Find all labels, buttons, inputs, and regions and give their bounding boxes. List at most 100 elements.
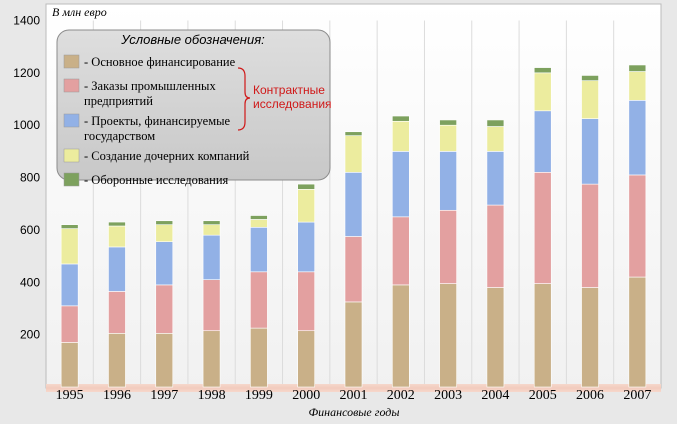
bar-segment-s1-1999: [250, 271, 268, 329]
bar-segment-s2-2000: [297, 221, 315, 273]
x-tick-label-2003: 2003: [434, 388, 462, 403]
bar-segment-s1-2003: [439, 209, 457, 284]
x-tick-labels: 1995 1996 1997 1998 1999 2000 2001 2002 2003 2004…: [56, 388, 652, 403]
legend-swatch-1: [63, 78, 80, 93]
bar-segment-s4-1999: [250, 215, 268, 220]
y-axis-label: В млн евро: [52, 5, 107, 19]
bar-stack-2005: [533, 67, 552, 388]
bar-segment-s3-1995: [60, 228, 79, 265]
legend-swatch-4: [63, 172, 80, 187]
bar-segment-s1-2004: [486, 204, 505, 288]
bar-segment-s1-2006: [581, 183, 599, 288]
y-tick-label: 400: [20, 275, 40, 289]
legend-label-0: - Основное финансирование: [84, 55, 236, 69]
bar-segment-s3-2006: [581, 80, 599, 119]
bar-segment-s2-2001: [344, 172, 363, 237]
bar-segment-s4-1996: [108, 221, 126, 227]
bar-stack-2003: [439, 119, 457, 388]
bar-segment-s2-1996: [108, 246, 126, 292]
y-tick-label: 1400: [13, 13, 40, 27]
legend-label-2-cont: государством: [84, 129, 155, 143]
legend-items: - Основное финансирование - Заказы промыш…: [63, 54, 250, 187]
x-tick-label-2000: 2000: [292, 388, 320, 403]
bar-segment-s0-1996: [108, 333, 126, 388]
y-tick-label: 1000: [13, 118, 40, 132]
bar-segment-s0-2007: [628, 276, 647, 388]
legend-label-4: - Оборонные исследования: [84, 173, 229, 187]
annotation-brace: [237, 67, 251, 131]
bar-segment-s0-1999: [250, 327, 268, 388]
bar-segment-s2-1998: [202, 234, 221, 280]
bar-segment-s2-2006: [581, 118, 599, 185]
x-tick-label-2002: 2002: [387, 388, 415, 403]
bar-segment-s2-2003: [439, 151, 457, 211]
legend-swatch-3: [63, 148, 80, 163]
x-tick-label-1999: 1999: [245, 388, 273, 403]
x-tick-label-2007: 2007: [623, 388, 651, 403]
bar-segment-s0-2005: [533, 283, 552, 388]
bar-segment-s3-2005: [533, 72, 552, 112]
bar-stack-1997: [155, 220, 174, 388]
annotation-line-1: Контрактные: [253, 83, 325, 97]
bar-segment-s4-1995: [60, 224, 79, 229]
bar-segment-s2-2007: [628, 100, 647, 176]
x-tick-label-2004: 2004: [481, 388, 509, 403]
bar-segment-s4-2005: [533, 67, 552, 74]
bar-segment-s4-2002: [392, 115, 410, 122]
bar-segment-s2-1999: [250, 227, 268, 273]
bar-segment-s3-1997: [155, 224, 174, 243]
bar-segment-s3-2003: [439, 124, 457, 152]
bar-segment-s0-1997: [155, 333, 174, 388]
bar-segment-s3-2001: [344, 135, 363, 173]
x-tick-label-1996: 1996: [103, 388, 131, 403]
bar-segment-s3-1998: [202, 224, 221, 236]
bar-segment-s3-2004: [486, 126, 505, 152]
bar-stack-2002: [392, 115, 410, 388]
bar-segment-s2-1997: [155, 241, 174, 286]
bar-segment-s0-1998: [202, 330, 221, 388]
bars: [60, 64, 647, 388]
bar-segment-s1-2001: [344, 236, 363, 303]
bar-segment-s1-2002: [392, 216, 410, 286]
x-tick-label-1997: 1997: [150, 388, 178, 403]
bar-segment-s0-2000: [297, 330, 315, 388]
x-axis-band: [46, 384, 661, 392]
bar-segment-s1-2005: [533, 172, 552, 284]
legend-swatch-0: [63, 54, 80, 69]
bar-segment-s2-2005: [533, 110, 552, 173]
bar-stack-1995: [60, 224, 79, 388]
y-tick-label: 1200: [13, 66, 40, 80]
bar-segment-s0-2003: [439, 283, 457, 388]
bar-segment-s4-2003: [439, 119, 457, 126]
bar-segment-s1-1997: [155, 284, 174, 334]
bar-stack-2001: [344, 131, 363, 388]
bar-segment-s3-2007: [628, 71, 647, 101]
bar-segment-s1-1995: [60, 305, 79, 343]
bar-segment-s3-2000: [297, 189, 315, 223]
x-tick-label-1998: 1998: [198, 388, 226, 403]
bar-segment-s0-2002: [392, 284, 410, 388]
bar-stack-2007: [628, 64, 647, 388]
bar-segment-s0-2001: [344, 301, 363, 388]
bar-stack-1999: [250, 215, 268, 388]
bar-segment-s1-1996: [108, 291, 126, 334]
bar-segment-s0-2006: [581, 287, 599, 388]
bar-segment-s4-2000: [297, 183, 315, 190]
bar-segment-s2-2004: [486, 151, 505, 206]
y-tick-label: 600: [20, 223, 40, 237]
bar-stack-1996: [108, 221, 126, 388]
bar-segment-s1-2000: [297, 271, 315, 332]
bar-segment-s2-2002: [392, 151, 410, 218]
legend-label-1-cont: предприятий: [84, 94, 153, 108]
y-tick-labels: 200 400 600 800 1000 1200 1400: [13, 13, 40, 341]
bar-segment-s4-2006: [581, 75, 599, 81]
x-tick-label-2001: 2001: [340, 388, 368, 403]
bar-segment-s4-2007: [628, 64, 647, 72]
bar-segment-s0-1995: [60, 342, 79, 388]
bar-segment-s0-2004: [486, 287, 505, 388]
bar-segment-s3-2002: [392, 120, 410, 152]
legend-label-3: - Создание дочерних компаний: [84, 149, 250, 163]
x-axis-label: Финансовые годы: [309, 405, 400, 419]
